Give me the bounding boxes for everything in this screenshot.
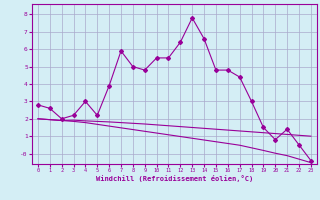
X-axis label: Windchill (Refroidissement éolien,°C): Windchill (Refroidissement éolien,°C) — [96, 175, 253, 182]
